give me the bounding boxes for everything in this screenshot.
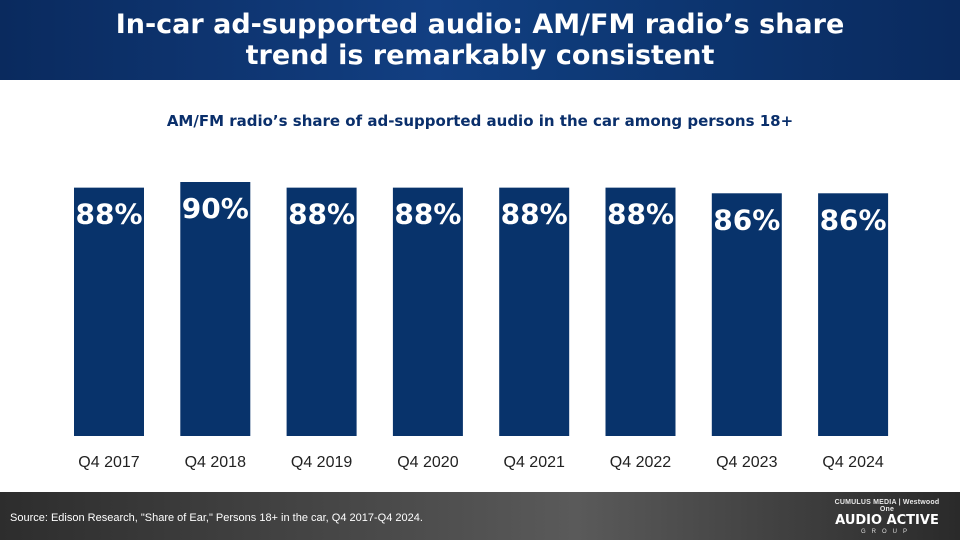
source-note: Source: Edison Research, "Share of Ear,"…	[10, 512, 423, 524]
data-label: 90%	[182, 192, 249, 225]
x-tick-label: Q4 2023	[716, 454, 777, 471]
bar-chart: 88% Q4 2017 90% Q4 2018 88% Q4 2019 88% Q4 2020…	[74, 182, 889, 471]
footer-bar: Source: Edison Research, "Share of Ear,"…	[0, 492, 960, 540]
bar-q4-2021	[499, 187, 570, 436]
logo-sub-text: GROUP	[860, 529, 913, 535]
bar-q4-2018	[180, 182, 251, 436]
bar-q4-2017	[74, 187, 144, 436]
chart-title: AM/FM radio’s share of ad-supported audi…	[166, 112, 794, 130]
bar-q4-2024	[818, 193, 889, 436]
data-label: 86%	[820, 203, 887, 236]
title-banner: In-car ad-supported audio: AM/FM radio’s…	[0, 0, 960, 80]
data-label: 88%	[394, 198, 461, 231]
bar-q4-2019	[286, 187, 357, 436]
bar-q4-2020	[392, 187, 463, 436]
logo-main-text: AUDIO ACTIVE	[835, 513, 939, 528]
logo-partners-text: CUMULUS MEDIA | Westwood One	[834, 499, 940, 513]
x-tick-label: Q4 2017	[78, 454, 139, 471]
data-label: 88%	[501, 198, 568, 231]
bar-q4-2022	[605, 187, 676, 436]
slide-title: In-car ad-supported audio: AM/FM radio’s…	[115, 9, 845, 71]
x-tick-label: Q4 2022	[610, 454, 671, 471]
x-tick-label: Q4 2019	[291, 454, 352, 471]
x-tick-label: Q4 2024	[822, 454, 883, 471]
bar-q4-2023	[711, 193, 782, 436]
data-label: 86%	[713, 203, 780, 236]
data-label: 88%	[75, 198, 142, 231]
audio-active-group-logo: CUMULUS MEDIA | Westwood One AUDIO ACTIV…	[832, 499, 942, 536]
data-label: 88%	[288, 198, 355, 231]
x-tick-label: Q4 2018	[185, 454, 246, 471]
x-tick-label: Q4 2020	[397, 454, 458, 471]
data-label: 88%	[607, 198, 674, 231]
x-tick-label: Q4 2021	[504, 454, 565, 471]
